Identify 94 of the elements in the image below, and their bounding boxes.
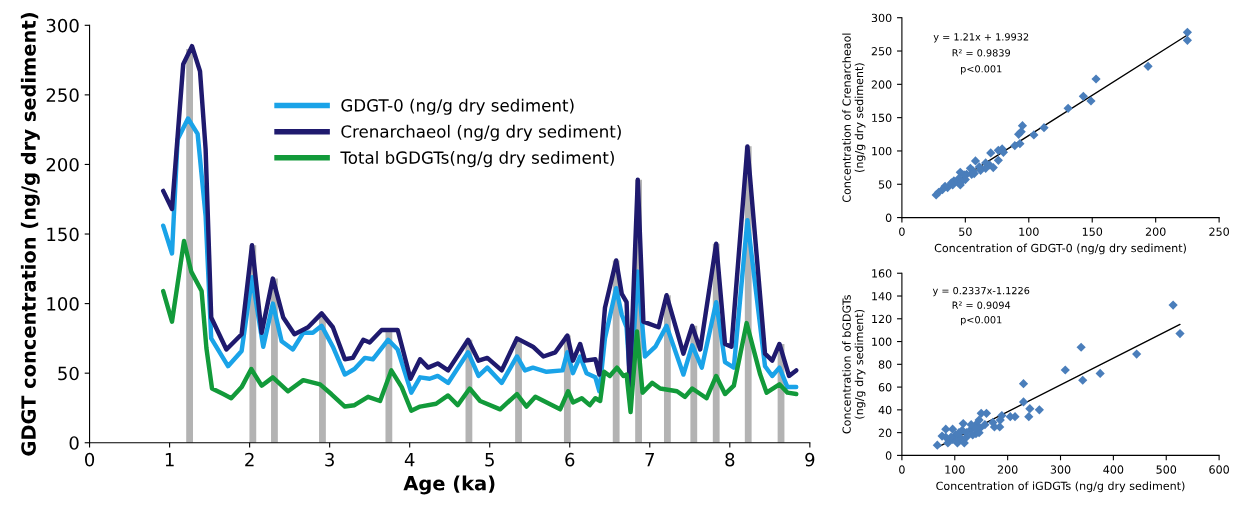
y-tick-label: 80	[878, 360, 892, 369]
annotation: y = 1.21x + 1.9932	[933, 33, 1029, 43]
point	[1086, 96, 1096, 106]
point	[1010, 141, 1020, 151]
y-tick-label: 120	[872, 314, 892, 324]
y-tick-label: 20	[878, 428, 892, 438]
y-tick-label: 200	[46, 157, 79, 172]
x-axis-title: Age (ka)	[403, 475, 495, 495]
point	[1017, 121, 1028, 131]
point	[1018, 397, 1029, 407]
y-tick-label: 60	[878, 383, 892, 392]
x-tick-label: 2	[245, 452, 254, 467]
annotation: R² = 0.9094	[952, 301, 1011, 309]
y-tick-label: 100	[47, 297, 79, 311]
annotation: y = 0.2337x-1.1226	[932, 286, 1030, 297]
x-tick-label: 100	[945, 465, 965, 474]
x-tick-label: 3	[325, 452, 334, 467]
point	[1018, 379, 1029, 389]
y-tick-label: 140	[872, 291, 892, 301]
point	[993, 155, 1003, 165]
point	[941, 424, 951, 434]
y-tick-label: 0	[69, 436, 79, 450]
x-axis-title: Concentration of GDGT-0 (ng/g dry sediment)	[934, 243, 1186, 255]
point	[1168, 300, 1178, 310]
point	[1095, 368, 1105, 379]
point	[955, 167, 965, 177]
point	[1025, 404, 1035, 414]
x-tick-label: 7	[645, 453, 654, 467]
y-tick-label: 250	[871, 47, 892, 56]
point	[986, 148, 996, 158]
point	[980, 420, 990, 430]
x-tick-label: 200	[997, 465, 1018, 474]
x-tick-label: 100	[1019, 227, 1039, 236]
x-tick-label: 250	[1209, 227, 1229, 236]
y-tick-label: 0	[885, 213, 892, 222]
annotation: R² = 0.9839	[952, 49, 1011, 57]
point	[988, 417, 998, 427]
point	[932, 440, 942, 450]
point	[1132, 349, 1142, 359]
x-tick-label: 400	[1103, 465, 1124, 474]
x-tick-label: 1	[165, 453, 174, 467]
annotation: p<0.001	[961, 65, 1002, 75]
point	[1143, 61, 1153, 71]
y-tick-label: 50	[58, 366, 79, 381]
point	[1175, 328, 1185, 339]
bar	[186, 48, 194, 443]
x-axis-title: Concentration of iGDGTs (ng/g dry sediment)	[936, 481, 1185, 493]
y-axis-title: Concentration of bGDGTs (ng/g dry sediment)	[842, 295, 866, 434]
y-axis-title: GDGT concentration (ng/g dry sediment)	[20, 13, 40, 456]
y-tick-label: 150	[872, 113, 892, 123]
y-tick-label: 200	[871, 80, 892, 89]
y-tick-label: 160	[872, 269, 892, 278]
y-tick-label: 300	[46, 18, 79, 33]
x-tick-label: 50	[959, 227, 972, 236]
y-tick-label: 40	[878, 405, 892, 415]
point	[948, 424, 958, 434]
legend-label: Crenarchaeol (ng/g dry sediment)	[341, 124, 621, 141]
y-tick-label: 300	[871, 13, 892, 23]
x-tick-label: 0	[899, 465, 905, 474]
x-tick-label: 0	[899, 227, 905, 236]
y-tick-label: 250	[46, 88, 79, 102]
x-tick-label: 600	[1209, 465, 1229, 474]
point	[1060, 365, 1070, 375]
point	[1076, 342, 1086, 352]
y-tick-label: 100	[872, 146, 892, 156]
point	[1029, 130, 1039, 140]
x-tick-label: 4	[404, 453, 415, 467]
point	[1078, 91, 1088, 101]
point	[1078, 375, 1088, 385]
x-tick-label: 500	[1156, 465, 1177, 474]
point	[1091, 74, 1101, 84]
x-tick-label: 8	[725, 452, 735, 467]
point	[970, 156, 981, 166]
x-tick-label: 5	[485, 453, 494, 467]
x-tick-label: 9	[805, 452, 815, 467]
x-tick-label: 300	[1050, 465, 1071, 474]
line-series	[160, 238, 799, 415]
annotation: p<0.001	[961, 316, 1002, 326]
legend-label: GDGT-0 (ng/g dry sediment)	[341, 98, 574, 115]
x-tick-label: 150	[1082, 227, 1103, 236]
point	[1034, 405, 1044, 415]
point	[1039, 123, 1049, 133]
x-tick-label: 6	[565, 452, 575, 467]
y-tick-label: 50	[878, 180, 892, 189]
point	[1182, 27, 1193, 37]
x-tick-label: 0	[85, 452, 95, 467]
y-tick-label: 100	[872, 337, 892, 346]
point	[958, 418, 968, 429]
point	[1024, 412, 1034, 422]
x-tick-label: 200	[1145, 227, 1166, 236]
point	[1182, 35, 1193, 45]
legend-label: Total bGDGTs(ng/g dry sediment)	[340, 151, 614, 168]
y-axis-title: Concentration of Crenarcheaol (ng/g dry sediment)	[842, 33, 866, 203]
point	[1063, 103, 1073, 113]
